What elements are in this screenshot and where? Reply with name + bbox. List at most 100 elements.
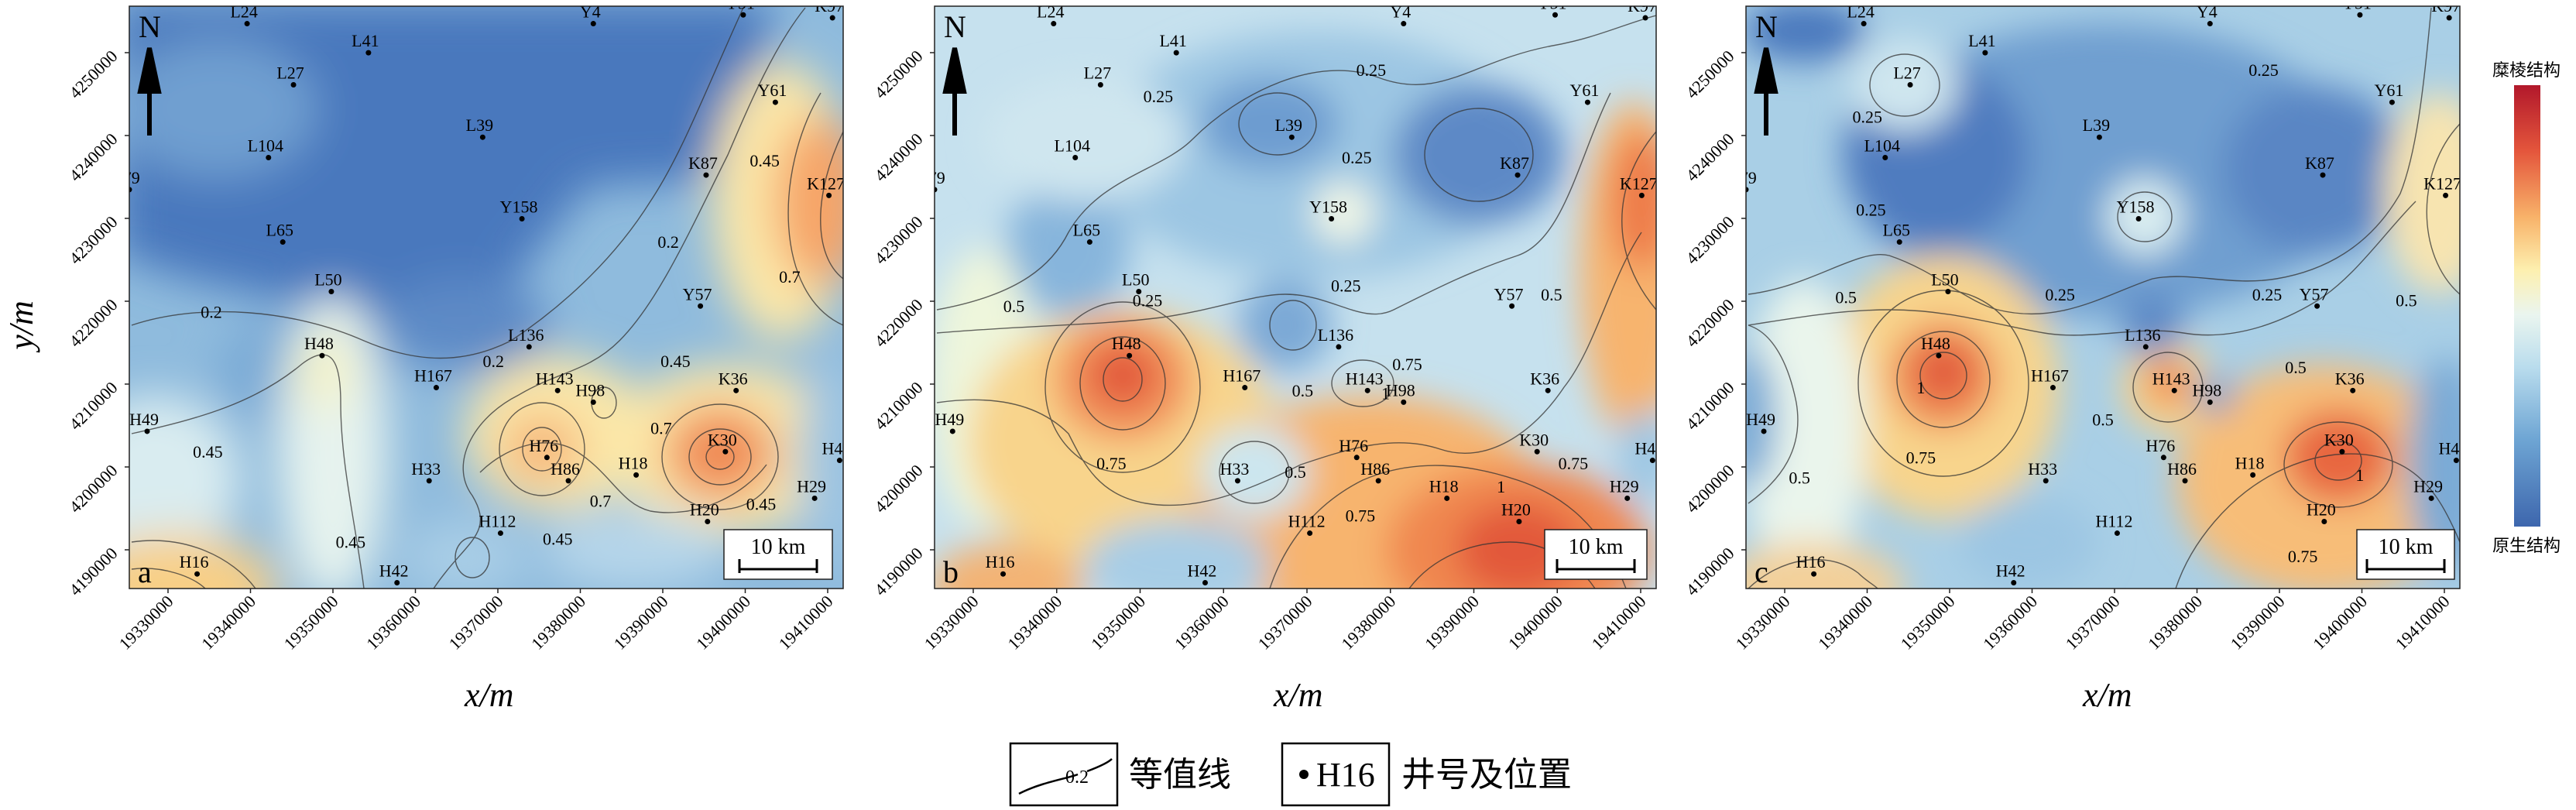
well-marker — [772, 99, 778, 105]
panel-a-north-label: N — [139, 9, 161, 44]
well-marker — [733, 387, 739, 393]
contour-value-label: 0.25 — [2252, 285, 2283, 304]
well-marker — [328, 288, 334, 294]
well-marker — [544, 455, 550, 461]
panel-b-contour-labels: 0.250.250.250.250.250.50.50.50.50.750.75… — [1003, 60, 1588, 525]
well-marker — [2049, 385, 2056, 391]
y-tick-label: 4190000 — [1682, 544, 1737, 599]
y-tick-label: 4250000 — [65, 46, 121, 102]
well-marker — [554, 387, 561, 393]
well-marker — [244, 21, 250, 27]
well-label: H143 — [536, 369, 574, 388]
well-marker — [1364, 387, 1370, 393]
panel-b-y-ticks: 4190000 4200000 4210000 4220000 4230000 42400… — [870, 46, 935, 599]
well-label: Y61 — [1570, 81, 1600, 100]
well-marker — [1516, 519, 1522, 525]
well-marker — [1552, 12, 1559, 18]
well-label: K30 — [1519, 430, 1549, 449]
panel-a-wells: L24 Y4 Y51 K97 L41 L27 Y61 L39 L104 K87 L79 K127 Y15… — [129, 6, 843, 585]
x-tick-label: 19370000 — [445, 592, 507, 654]
well-label: L79 — [918, 168, 945, 187]
well-label: L136 — [508, 325, 544, 345]
contour-value-label: 0.75 — [1392, 355, 1422, 374]
contour-value-label: 0.25 — [1357, 60, 1387, 80]
y-tick-label: 4200000 — [1682, 461, 1737, 517]
well-label: Y4 — [2197, 2, 2218, 22]
well-label: H167 — [1223, 366, 1261, 386]
x-tick-label: 19410000 — [775, 592, 837, 654]
x-tick-label: 19380000 — [2144, 592, 2206, 654]
well-label: H29 — [2413, 476, 2443, 496]
x-tick-label: 19350000 — [1087, 592, 1149, 654]
well-label: L24 — [1847, 2, 1874, 22]
x-tick-label: 19380000 — [1337, 592, 1399, 654]
well-label: H48 — [1921, 334, 1950, 353]
well-label: H42 — [1996, 561, 2025, 580]
well-label: H86 — [2167, 459, 2197, 479]
contour-value-label: 1 — [1381, 384, 1390, 403]
contour-value-label: 0.5 — [1285, 462, 1306, 482]
well-label: H167 — [414, 366, 452, 386]
well-label: L39 — [1275, 115, 1302, 135]
well-marker — [1638, 192, 1645, 198]
contour-value-label: 0.5 — [1292, 381, 1314, 400]
well-marker — [2043, 478, 2049, 484]
well-label: L65 — [266, 221, 293, 240]
well-marker — [1097, 82, 1103, 88]
well-marker — [1936, 352, 1942, 359]
well-marker — [433, 385, 439, 391]
well-label: Y51 — [1538, 0, 1567, 12]
well-marker — [1896, 239, 1902, 245]
well-label: H20 — [2307, 500, 2336, 520]
panel-b: 0.250.250.250.250.250.50.50.50.50.750.75… — [870, 0, 1664, 714]
contour-value-label: 0.45 — [746, 494, 777, 513]
contour-value-label: 0.25 — [1852, 107, 1882, 126]
contour-value-label: 0.25 — [1144, 87, 1174, 106]
panel-b-scale-label: 10 km — [1569, 535, 1624, 559]
well-marker — [1514, 172, 1521, 178]
well-label: H42 — [379, 561, 409, 580]
y-tick-label: 4230000 — [870, 212, 926, 268]
contour-value-label: 0.45 — [749, 151, 780, 170]
well-label: H76 — [529, 436, 558, 455]
well-marker — [144, 428, 150, 434]
panel-c-north-arrow-icon — [1754, 47, 1779, 136]
colorbar-top-label: 糜棱结构 — [2492, 61, 2561, 81]
well-marker — [949, 428, 955, 434]
well-marker — [2114, 530, 2120, 537]
well-label: K30 — [708, 430, 737, 449]
well-marker — [590, 21, 596, 27]
panel-b-north-label: N — [944, 9, 966, 44]
well-marker — [1642, 15, 1648, 21]
well-label: K36 — [1530, 369, 1559, 388]
well-label: L39 — [2083, 115, 2110, 135]
well-marker — [290, 82, 297, 88]
well-label: L27 — [276, 63, 304, 83]
contour-value-label: 0.2 — [482, 352, 504, 371]
well-marker — [1534, 448, 1540, 455]
y-tick-label: 4250000 — [1682, 46, 1737, 102]
well-label: H167 — [2031, 366, 2069, 386]
well-marker — [280, 239, 286, 245]
well-label: H29 — [1610, 476, 1639, 496]
contour-value-label: 0.5 — [1789, 468, 1810, 488]
well-label: L65 — [1073, 221, 1100, 240]
x-tick-label: 19360000 — [1171, 592, 1233, 654]
y-tick-label: 4220000 — [65, 295, 121, 351]
well-label: H43 — [1634, 439, 1664, 458]
well-marker — [2389, 99, 2395, 105]
well-marker — [394, 579, 400, 585]
well-marker — [1401, 21, 1407, 27]
well-marker — [1127, 352, 1133, 359]
well-label: H143 — [2152, 369, 2190, 388]
contour-value-label: 0.25 — [1856, 201, 1886, 220]
well-marker — [2207, 21, 2213, 27]
well-label: H112 — [2095, 512, 2132, 531]
colorbar-gradient — [2514, 85, 2540, 527]
legend-contour-sample: 0.2 — [1065, 767, 1089, 788]
well-marker — [1401, 399, 1407, 405]
panel-a-scale-bar: 10 km — [723, 529, 833, 580]
contour-value-label: 0.75 — [1906, 448, 1936, 467]
panel-a-x-ticks: 19330000 19340000 19350000 19360000 19370000… — [115, 589, 837, 654]
contour-value-label: 0.5 — [1835, 288, 1857, 307]
